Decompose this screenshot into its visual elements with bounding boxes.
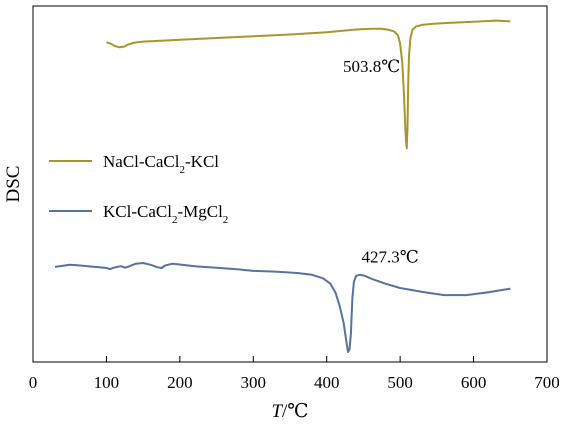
x-tick-label: 100: [94, 373, 120, 392]
annotations: 503.8℃ 427.3℃: [343, 57, 419, 266]
legend-label-series-0: NaCl-CaCl2-KCl: [103, 152, 219, 176]
x-tick-label: 600: [461, 373, 487, 392]
x-tick-label: 300: [241, 373, 267, 392]
x-axis-label: T/℃: [271, 401, 308, 422]
y-axis-label: DSC: [3, 166, 24, 203]
legend-label-series-1: KCl-CaCl2-MgCl2: [103, 202, 228, 226]
series-line-1: [54, 262, 511, 353]
series-line-0: [106, 19, 511, 150]
x-tick-label: 500: [387, 373, 413, 392]
x-tick-label: 400: [314, 373, 340, 392]
x-tick-label: 700: [534, 373, 560, 392]
peak-annotation-0: 503.8℃: [343, 57, 400, 76]
x-axis-ticks: 0 100 200 300 400 500 600 700: [29, 356, 560, 392]
peak-annotation-1: 427.3℃: [362, 247, 419, 266]
plot-frame: [32, 5, 548, 363]
x-tick-label: 200: [167, 373, 193, 392]
series-layer: [54, 19, 511, 353]
legend: NaCl-CaCl2-KCl KCl-CaCl2-MgCl2: [49, 152, 228, 226]
x-tick-label: 0: [29, 373, 38, 392]
